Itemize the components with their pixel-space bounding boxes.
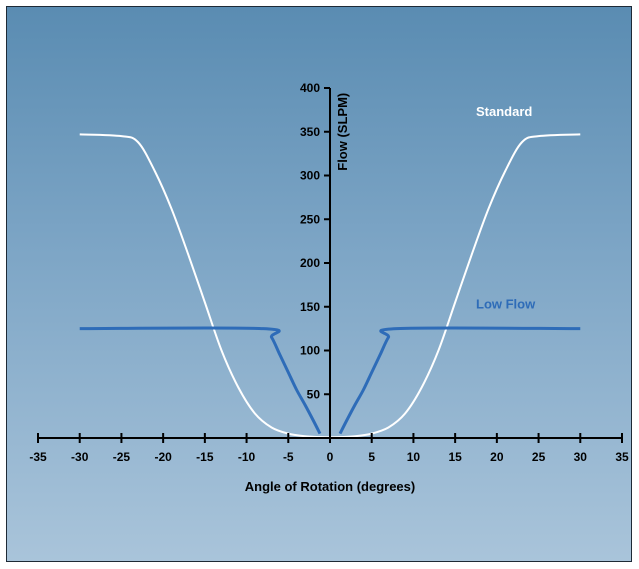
y-tick-label: 250 xyxy=(300,212,320,226)
x-ticks: -35 -30 -25 -20 -15 -10 -5 0 5 10 15 20 25 30 35 xyxy=(29,433,629,464)
series-line-low-flow-right xyxy=(338,326,581,435)
x-tick-label: 5 xyxy=(368,450,375,464)
x-tick-label: -20 xyxy=(154,450,172,464)
x-tick-label: 30 xyxy=(574,450,588,464)
x-tick-label: 0 xyxy=(327,450,334,464)
x-tick-label: 25 xyxy=(532,450,546,464)
y-ticks: 50 100 150 200 250 300 350 400 xyxy=(300,81,330,401)
x-tick-label: -5 xyxy=(283,450,294,464)
x-axis-title: Angle of Rotation (degrees) xyxy=(245,479,415,494)
y-tick-label: 350 xyxy=(300,125,320,139)
x-tick-label: -15 xyxy=(196,450,214,464)
x-tick-label: -30 xyxy=(71,450,89,464)
y-tick-label: 150 xyxy=(300,300,320,314)
x-tick-label: 35 xyxy=(615,450,629,464)
x-tick-label: -10 xyxy=(238,450,256,464)
series-label-low-flow: Low Flow xyxy=(476,297,536,312)
x-tick-label: 10 xyxy=(407,450,421,464)
x-tick-label: 20 xyxy=(490,450,504,464)
y-tick-label: 200 xyxy=(300,256,320,270)
x-tick-label: 15 xyxy=(448,450,462,464)
y-tick-label: 100 xyxy=(300,344,320,358)
y-axis-title: Flow (SLPM) xyxy=(335,93,350,171)
series-label-standard: Standard xyxy=(476,104,532,119)
x-tick-label: -35 xyxy=(29,450,47,464)
series-line-low-flow-left xyxy=(79,326,322,435)
y-tick-label: 50 xyxy=(307,387,321,401)
y-tick-label: 400 xyxy=(300,81,320,95)
y-tick-label: 300 xyxy=(300,169,320,183)
x-tick-label: -25 xyxy=(113,450,131,464)
chart-frame xyxy=(6,6,632,562)
